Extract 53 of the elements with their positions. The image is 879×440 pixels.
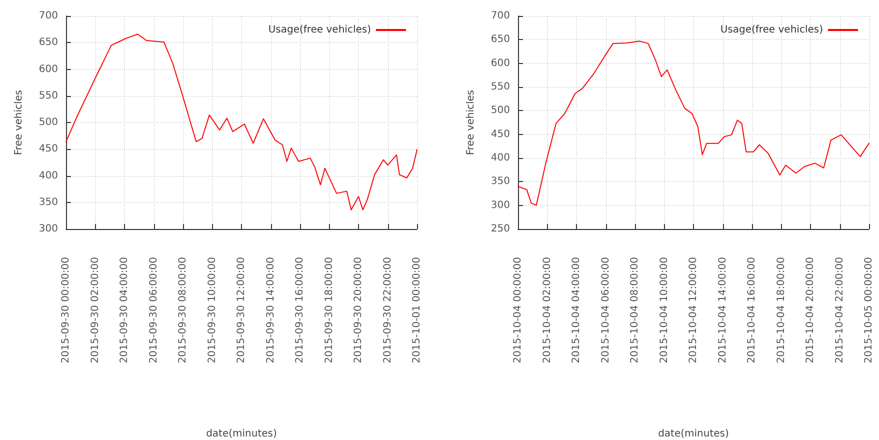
x-tick-label: 2015-10-04 06:00:00 (600, 257, 612, 364)
x-tick-label: 2015-09-30 22:00:00 (382, 257, 394, 364)
y-tick-label: 550 (490, 82, 510, 92)
x-tick-label: 2015-09-30 02:00:00 (90, 257, 101, 364)
x-tick-label: 2015-10-04 12:00:00 (688, 257, 699, 364)
x-tick-label: 2015-10-04 08:00:00 (630, 257, 640, 364)
line-series (518, 40, 870, 206)
y-tick-label: 450 (38, 144, 58, 155)
y-tick-label: 700 (490, 10, 510, 22)
y-tick-label: 450 (490, 128, 510, 140)
x-tick-label: 2015-10-04 22:00:00 (834, 257, 846, 364)
x-tick-label: 2015-10-04 00:00:00 (512, 257, 524, 364)
x-tick-label: 2015-09-30 16:00:00 (294, 257, 306, 364)
y-tick-label: 550 (38, 90, 58, 102)
y-tick-label: 650 (38, 37, 58, 48)
y-tick-label: 400 (38, 170, 58, 182)
y-tick-label: 650 (490, 34, 510, 46)
y-axis-title: Free vehicles (466, 90, 476, 156)
x-tick-label: 2015-09-30 20:00:00 (353, 257, 364, 364)
x-tick-label: 2015-09-30 12:00:00 (236, 257, 247, 364)
legend-label: Usage(free vehicles) (720, 24, 824, 36)
x-axis-title: date(minutes) (206, 428, 278, 440)
x-tick-label: 2015-09-30 08:00:00 (178, 257, 188, 364)
y-tick-label: 700 (38, 10, 58, 22)
x-tick-label: 2015-09-30 06:00:00 (148, 257, 160, 364)
legend-label: Usage(free vehicles) (268, 24, 372, 36)
x-axis-title: date(minutes) (658, 428, 730, 440)
x-tick-label: 2015-10-04 10:00:00 (658, 257, 670, 364)
x-tick-label: 2015-10-04 18:00:00 (776, 257, 787, 364)
x-tick-label: 2015-10-04 04:00:00 (571, 257, 582, 364)
y-tick-label: 600 (490, 58, 510, 69)
y-tick-label: 300 (38, 224, 58, 234)
y-tick-label: 350 (38, 196, 58, 208)
y-tick-label: 400 (490, 152, 510, 164)
x-tick-label: 2015-09-30 04:00:00 (119, 257, 130, 364)
x-tick-label: 2015-10-04 20:00:00 (805, 257, 816, 364)
y-tick-label: 600 (38, 64, 58, 75)
x-tick-label: 2015-09-30 14:00:00 (265, 257, 276, 364)
y-tick-label: 500 (490, 105, 510, 116)
x-tick-label: 2015-10-04 02:00:00 (542, 257, 553, 364)
y-tick-label: 300 (490, 200, 510, 211)
x-tick-label: 2015-09-30 18:00:00 (324, 257, 335, 364)
x-tick-label: 2015-10-04 14:00:00 (717, 257, 728, 364)
x-tick-label: 2015-09-30 00:00:00 (60, 257, 72, 364)
y-tick-label: 500 (38, 117, 58, 128)
x-tick-label: 2015-10-04 16:00:00 (746, 257, 758, 364)
line-series (66, 34, 418, 210)
x-tick-label: 2015-10-01 00:00:00 (412, 257, 422, 364)
y-axis-title: Free vehicles (14, 90, 24, 156)
y-tick-label: 250 (490, 224, 510, 234)
x-tick-label: 2015-10-05 00:00:00 (864, 257, 874, 364)
x-tick-label: 2015-09-30 10:00:00 (206, 257, 218, 364)
y-tick-label: 350 (490, 176, 510, 188)
